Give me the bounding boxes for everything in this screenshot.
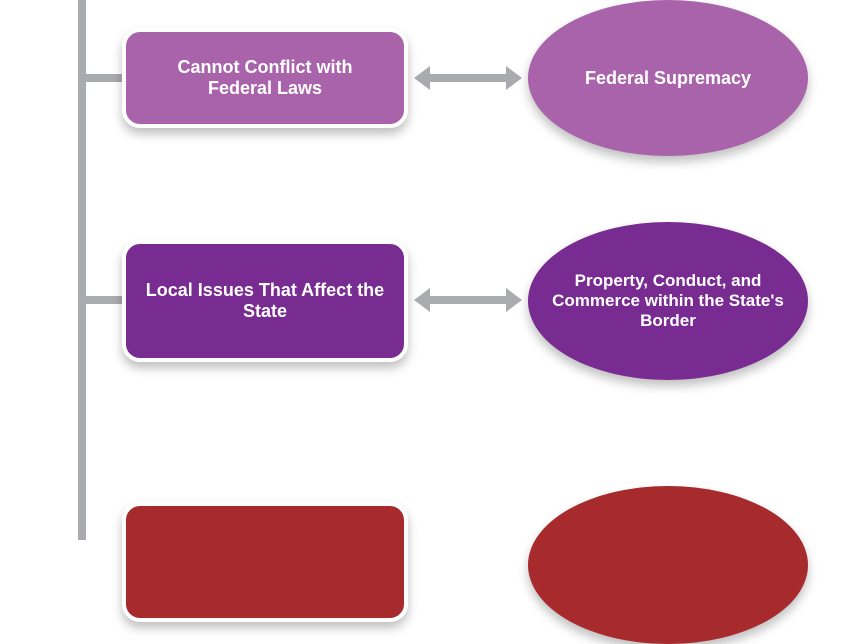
arrow-head-right-icon — [506, 288, 522, 312]
node-property-conduct: Property, Conduct, and Commerce within t… — [528, 222, 808, 380]
branch-line-1 — [86, 74, 126, 82]
diagram-canvas: Cannot Conflict with Federal Laws Federa… — [0, 0, 854, 540]
node-label: Federal Supremacy — [585, 68, 751, 89]
arrow-head-left-icon — [414, 288, 430, 312]
node-row3-rect — [122, 502, 408, 622]
arrow-head-left-icon — [414, 66, 430, 90]
trunk-line — [78, 0, 86, 540]
node-row3-ellipse — [528, 486, 808, 644]
branch-line-2 — [86, 296, 126, 304]
node-cannot-conflict: Cannot Conflict with Federal Laws — [122, 28, 408, 128]
node-label: Property, Conduct, and Commerce within t… — [550, 271, 786, 331]
arrow-shaft — [430, 74, 506, 82]
double-arrow-1 — [414, 66, 522, 90]
node-federal-supremacy: Federal Supremacy — [528, 0, 808, 156]
double-arrow-2 — [414, 288, 522, 312]
node-label: Local Issues That Affect the State — [144, 280, 386, 322]
arrow-shaft — [430, 296, 506, 304]
arrow-head-right-icon — [506, 66, 522, 90]
node-label: Cannot Conflict with Federal Laws — [144, 57, 386, 99]
node-local-issues: Local Issues That Affect the State — [122, 240, 408, 362]
